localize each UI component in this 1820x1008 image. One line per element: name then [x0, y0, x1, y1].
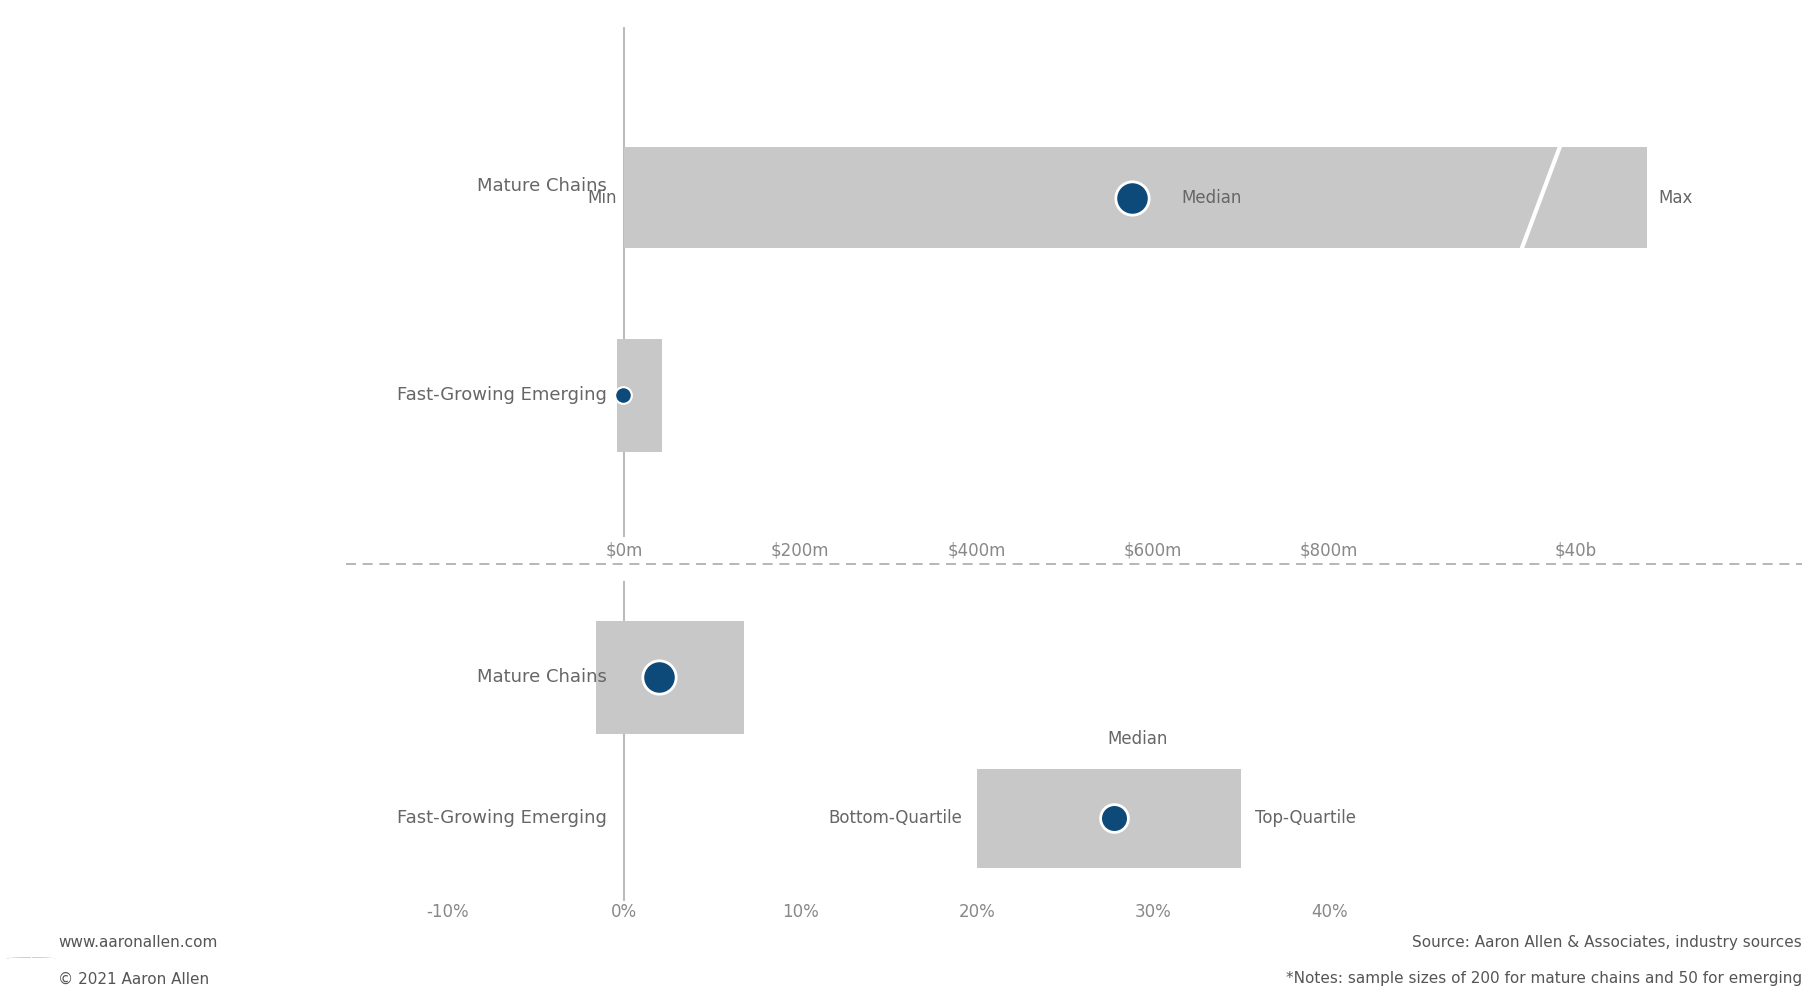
Text: Mature Chains: Mature Chains	[477, 177, 608, 196]
Text: Fast-Growing Emerging: Fast-Growing Emerging	[397, 809, 608, 828]
Text: Max: Max	[1658, 188, 1693, 207]
Circle shape	[0, 957, 64, 960]
Text: $200m: $200m	[772, 542, 830, 559]
Text: Min: Min	[588, 188, 617, 207]
Text: Median: Median	[1107, 730, 1167, 748]
Text: 30%: 30%	[1134, 903, 1172, 921]
Text: Growth
(YOY, 2019): Growth (YOY, 2019)	[38, 685, 308, 782]
Text: 40%: 40%	[1310, 903, 1347, 921]
Text: Source: Aaron Allen & Associates, industry sources: Source: Aaron Allen & Associates, indust…	[1412, 935, 1802, 951]
Text: $0m: $0m	[606, 542, 642, 559]
Text: U.S. System
Sales: U.S. System Sales	[31, 223, 315, 320]
Text: $40b: $40b	[1554, 542, 1598, 559]
Bar	[617, 339, 662, 452]
Text: $400m: $400m	[948, 542, 1006, 559]
Text: Bottom-Quartile: Bottom-Quartile	[828, 809, 963, 828]
Text: *Notes: sample sizes of 200 for mature chains and 50 for emerging: *Notes: sample sizes of 200 for mature c…	[1285, 972, 1802, 987]
Bar	[977, 769, 1241, 868]
Text: $600m: $600m	[1123, 542, 1183, 559]
Text: Fast-Growing Emerging: Fast-Growing Emerging	[397, 386, 608, 404]
Bar	[624, 147, 1647, 248]
Text: 20%: 20%	[959, 903, 996, 921]
Text: -10%: -10%	[426, 903, 470, 921]
Text: $800m: $800m	[1299, 542, 1358, 559]
Bar	[595, 621, 744, 734]
Text: Median: Median	[1181, 188, 1241, 207]
Text: Top-Quartile: Top-Quartile	[1256, 809, 1356, 828]
Text: Mature Chains: Mature Chains	[477, 668, 608, 686]
Text: www.aaronallen.com: www.aaronallen.com	[58, 935, 218, 951]
Text: © 2021 Aaron Allen: © 2021 Aaron Allen	[58, 972, 209, 987]
Text: 0%: 0%	[612, 903, 637, 921]
Text: 10%: 10%	[783, 903, 819, 921]
